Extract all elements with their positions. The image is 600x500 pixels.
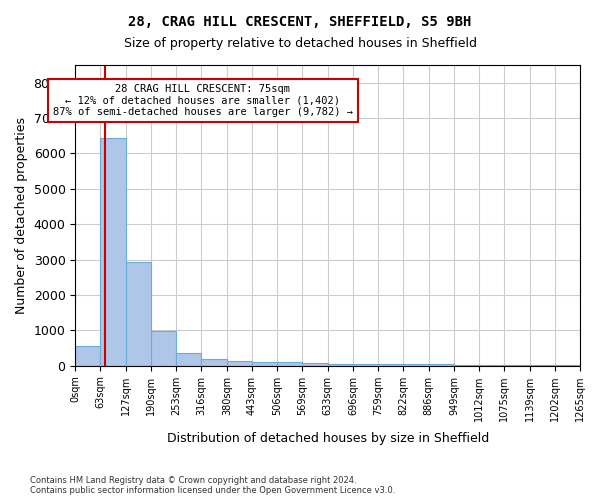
Y-axis label: Number of detached properties: Number of detached properties	[15, 117, 28, 314]
Bar	[252, 362, 277, 366]
Text: 28, CRAG HILL CRESCENT, SHEFFIELD, S5 9BH: 28, CRAG HILL CRESCENT, SHEFFIELD, S5 9B…	[128, 15, 472, 29]
Bar	[151, 332, 176, 366]
Bar	[75, 346, 100, 366]
Bar	[126, 262, 151, 366]
Bar	[429, 364, 454, 366]
X-axis label: Distribution of detached houses by size in Sheffield: Distribution of detached houses by size …	[167, 432, 489, 445]
Bar	[403, 364, 429, 366]
Bar	[328, 364, 353, 366]
Text: 28 CRAG HILL CRESCENT: 75sqm
← 12% of detached houses are smaller (1,402)
87% of: 28 CRAG HILL CRESCENT: 75sqm ← 12% of de…	[53, 84, 353, 117]
Bar	[454, 364, 479, 366]
Bar	[504, 365, 530, 366]
Text: Contains HM Land Registry data © Crown copyright and database right 2024.
Contai: Contains HM Land Registry data © Crown c…	[30, 476, 395, 495]
Bar	[353, 364, 378, 366]
Bar	[479, 365, 504, 366]
Bar	[100, 138, 126, 366]
Bar	[378, 364, 403, 366]
Text: Size of property relative to detached houses in Sheffield: Size of property relative to detached ho…	[124, 38, 476, 51]
Bar	[530, 365, 555, 366]
Bar	[302, 363, 328, 366]
Bar	[176, 353, 202, 366]
Bar	[277, 362, 302, 366]
Bar	[202, 359, 227, 366]
Bar	[227, 362, 252, 366]
